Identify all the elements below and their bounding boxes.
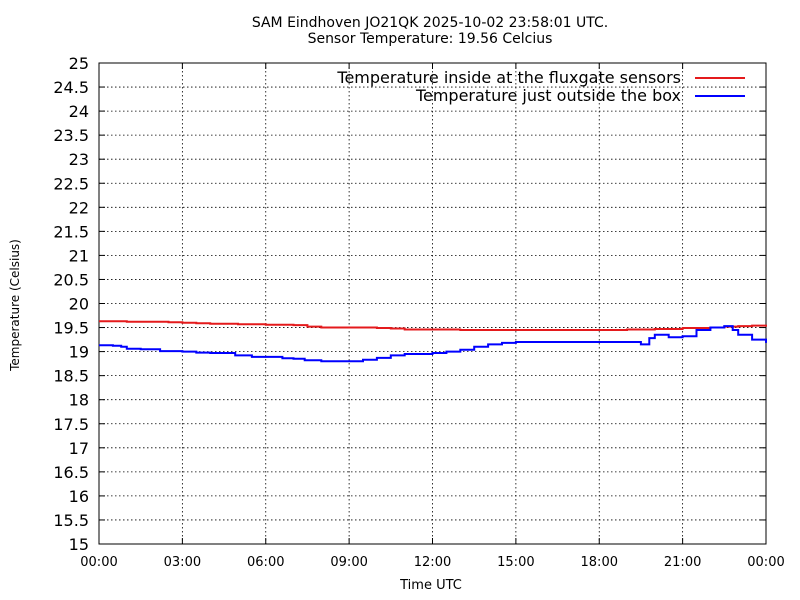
y-tick-label: 24 xyxy=(69,102,89,121)
y-tick-label: 19 xyxy=(69,343,89,362)
legend-label-2: Temperature just outside the box xyxy=(415,86,681,105)
y-tick-label: 20 xyxy=(69,295,89,314)
plot-border xyxy=(98,62,767,545)
y-tick-label: 21.5 xyxy=(53,222,89,241)
x-tick-label: 09:00 xyxy=(330,555,367,570)
y-tick-label: 15.5 xyxy=(53,511,89,530)
chart-subtitle: Sensor Temperature: 19.56 Celcius xyxy=(307,31,553,47)
x-tick-label: 18:00 xyxy=(581,555,618,570)
x-tick-label: 21:00 xyxy=(664,555,701,570)
y-tick-label: 16.5 xyxy=(53,463,89,482)
series-line-2 xyxy=(99,325,767,363)
y-tick-label: 17 xyxy=(69,439,89,458)
y-tick-label: 20.5 xyxy=(53,270,89,289)
x-axis-label: Time UTC xyxy=(400,578,462,593)
y-tick-label: 18 xyxy=(69,391,89,410)
x-tick-label: 06:00 xyxy=(247,555,284,570)
x-tick-label: 00:00 xyxy=(80,555,117,570)
y-tick-label: 18.5 xyxy=(53,367,89,386)
chart-title: SAM Eindhoven JO21QK 2025-10-02 23:58:01… xyxy=(251,15,609,31)
y-tick-label: 25 xyxy=(69,54,89,73)
y-tick-label: 19.5 xyxy=(53,319,89,338)
y-tick-label: 22.5 xyxy=(53,174,89,193)
x-tick-label: 12:00 xyxy=(414,555,451,570)
y-tick-label: 15 xyxy=(69,535,89,554)
series-line-1 xyxy=(99,320,767,331)
y-tick-label: 24.5 xyxy=(53,78,89,97)
y-tick-label: 23.5 xyxy=(53,126,89,145)
y-tick-label: 17.5 xyxy=(53,415,89,434)
legend-label-1: Temperature inside at the fluxgate senso… xyxy=(336,68,681,87)
y-tick-label: 21 xyxy=(69,246,89,265)
x-tick-label: 00:00 xyxy=(747,555,784,570)
y-tick-label: 22 xyxy=(69,198,89,217)
x-tick-label: 03:00 xyxy=(164,555,201,570)
y-tick-label: 16 xyxy=(69,487,89,506)
y-tick-label: 23 xyxy=(69,150,89,169)
x-tick-label: 15:00 xyxy=(497,555,534,570)
